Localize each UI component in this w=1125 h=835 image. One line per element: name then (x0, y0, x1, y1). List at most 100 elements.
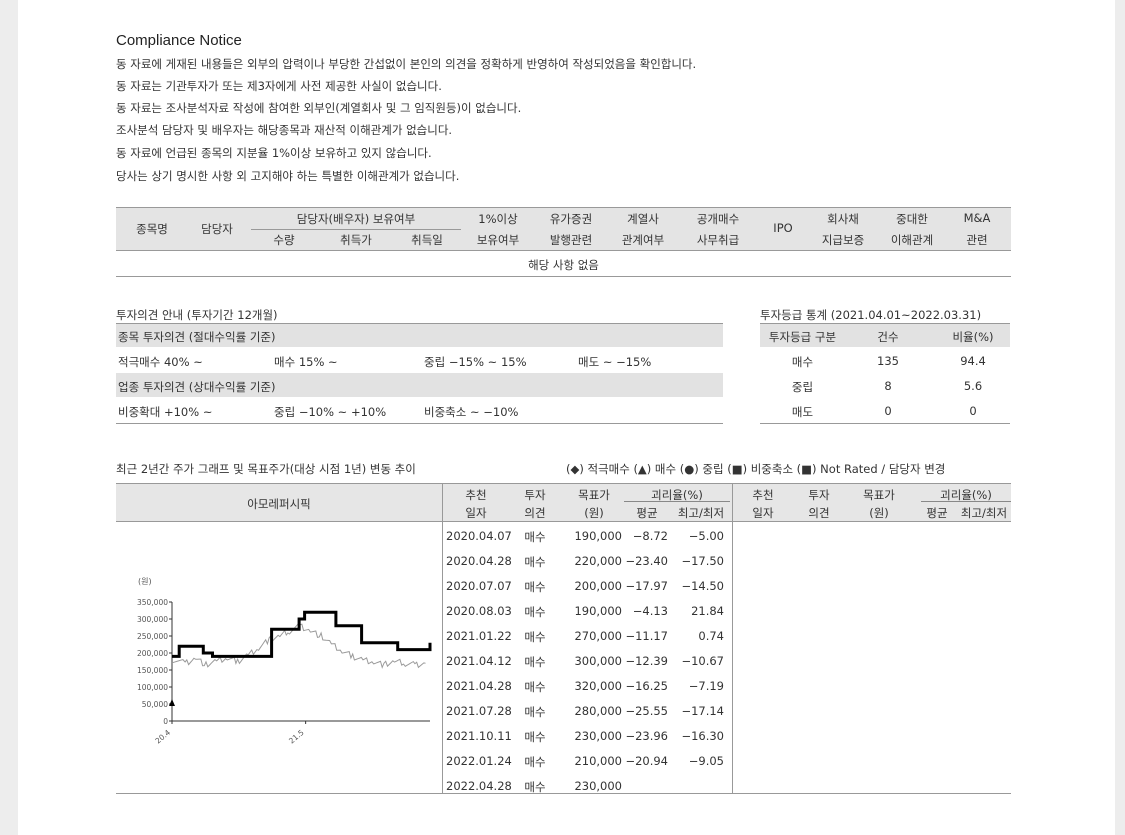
stock-opinion-strong-buy: 적극매수 40% ~ (118, 355, 203, 369)
history-opinion: 매수 (524, 605, 546, 619)
col-bond: 지급보증 (821, 233, 865, 247)
y-tick-label: 200,000 (137, 649, 168, 658)
report-page: Compliance Notice 동 자료에 게재된 내용들은 외부의 압력이… (18, 0, 1115, 835)
rating-stats-grade: 매도 (791, 405, 814, 419)
sector-opinion-header-bg (116, 373, 723, 397)
history-gap-avg: −4.13 (632, 604, 668, 618)
history-gap-hl: −17.14 (681, 704, 724, 718)
col-tender: 공개매수 (696, 212, 740, 226)
history-opinion: 매수 (524, 630, 546, 644)
stock-opinion-header: 종목 투자의견 (절대수익률 기준) (118, 330, 276, 344)
y-tick-label: 100,000 (137, 683, 168, 692)
divider (116, 521, 1011, 522)
history-header-bg (116, 483, 1011, 521)
divider (116, 276, 1011, 277)
target-price-markers (169, 699, 175, 706)
rating-stats-ratio: 94.4 (960, 354, 986, 368)
col-analyst: 담당자 (201, 222, 233, 236)
history-target-price: 210,000 (574, 754, 622, 768)
target-price-series-line (172, 610, 432, 658)
divider (624, 501, 730, 502)
compliance-line: 동 자료는 조사분석자료 작성에 참여한 외부인(계열회사 및 그 임직원등)이… (116, 101, 522, 115)
rating-stats-ratio: 5.6 (963, 379, 983, 393)
col-interest: 이해관계 (890, 233, 934, 247)
history-legend: (◆) 적극매수 (▲) 매수 (●) 중립 (■) 비중축소 (■) Not … (566, 462, 946, 476)
divider (116, 483, 1011, 484)
col-date: 취득일 (411, 233, 443, 247)
history-gap-avg: −23.40 (625, 554, 668, 568)
history-target-price: 190,000 (574, 604, 622, 618)
empty-row-text: 해당 사항 없음 (528, 258, 599, 272)
col-rec-date: 일자 (752, 506, 774, 520)
history-target-price: 230,000 (574, 779, 622, 793)
history-opinion: 매수 (524, 655, 546, 669)
col-issue: 발행관련 (549, 233, 593, 247)
rating-stats-col-grade: 투자등급 구분 (768, 330, 837, 344)
history-gap-hl: −10.67 (681, 654, 724, 668)
divider (442, 483, 443, 793)
y-axis-unit: (원) (138, 577, 152, 586)
divider (732, 483, 733, 793)
compliance-line: 동 자료에 게재된 내용들은 외부의 압력이나 부당한 간섭없이 본인의 의견을… (116, 57, 697, 71)
history-gap-hl: −17.50 (681, 554, 724, 568)
col-ipo: IPO (773, 221, 793, 235)
col-target-price: (원) (869, 506, 889, 520)
history-gap-avg: −16.25 (625, 679, 668, 693)
col-interest: 중대한 (896, 212, 928, 226)
history-rec-date: 2020.04.28 (446, 554, 512, 568)
history-gap-avg: −12.39 (625, 654, 668, 668)
stock-opinion-hold: 중립 −15% ~ 15% (424, 355, 527, 369)
col-bond: 회사채 (827, 212, 859, 226)
col-gap: 괴리율(%) (940, 488, 992, 502)
col-affiliate: 관계여부 (621, 233, 665, 247)
company-name: 아모레퍼시픽 (247, 497, 311, 511)
col-price: 취득가 (340, 233, 372, 247)
history-opinion: 매수 (524, 680, 546, 694)
col-holding-group: 담당자(배우자) 보유여부 (296, 212, 416, 226)
rating-stats-header-bg (760, 323, 1010, 347)
col-stock-name: 종목명 (136, 222, 168, 236)
col-issue: 유가증권 (549, 212, 593, 226)
sector-opinion-neutral: 중립 −10% ~ +10% (274, 405, 387, 419)
col-affiliate: 계열사 (627, 212, 659, 226)
history-gap-avg: −25.55 (625, 704, 668, 718)
history-opinion: 매수 (524, 730, 546, 744)
col-opinion: 의견 (524, 506, 546, 520)
history-gap-avg: −23.96 (625, 729, 668, 743)
history-opinion: 매수 (524, 705, 546, 719)
divider (116, 793, 1011, 794)
history-rec-date: 2022.01.24 (446, 754, 512, 768)
history-gap-hl: −7.19 (688, 679, 724, 693)
col-gap-hl: 최고/최저 (677, 506, 725, 520)
x-axis-ticks: 20.4 21.5 (154, 721, 307, 746)
col-opinion: 의견 (808, 506, 830, 520)
y-tick-label: 350,000 (137, 598, 168, 607)
col-gap-avg: 평균 (926, 506, 948, 520)
history-target-price: 300,000 (574, 654, 622, 668)
rating-stats-grade: 중립 (791, 380, 814, 394)
compliance-line: 조사분석 담당자 및 배우자는 해당종목과 재산적 이해관계가 없습니다. (116, 123, 453, 137)
y-tick-label: 150,000 (137, 666, 168, 675)
target-marker (169, 699, 175, 706)
col-gap-hl: 최고/최저 (960, 506, 1008, 520)
divider (760, 323, 1010, 324)
history-opinion: 매수 (524, 780, 546, 794)
history-rec-date: 2021.04.28 (446, 679, 512, 693)
compliance-line: 동 자료에 언급된 종목의 지분율 1%이상 보유하고 있지 않습니다. (116, 146, 432, 160)
history-rec-date: 2021.04.12 (446, 654, 512, 668)
history-rec-date: 2021.07.28 (446, 704, 512, 718)
divider (116, 423, 723, 424)
history-target-price: 220,000 (574, 554, 622, 568)
x-tick-label: 21.5 (287, 728, 306, 746)
col-rec-date: 일자 (465, 506, 487, 520)
rating-stats-count: 0 (884, 404, 892, 418)
history-title: 최근 2년간 주가 그래프 및 목표주가(대상 시점 1년) 변동 추이 (116, 462, 416, 476)
history-gap-hl: 21.84 (691, 604, 724, 618)
col-tender: 사무취급 (696, 233, 740, 247)
history-gap-hl: −5.00 (688, 529, 724, 543)
col-rec-date: 추천 (465, 488, 487, 502)
x-tick-label: 20.4 (154, 728, 173, 746)
compliance-line: 동 자료는 기관투자가 또는 제3자에게 사전 제공한 사실이 없습니다. (116, 79, 442, 93)
col-target-price: (원) (584, 506, 604, 520)
rating-stats-ratio: 0 (969, 404, 977, 418)
